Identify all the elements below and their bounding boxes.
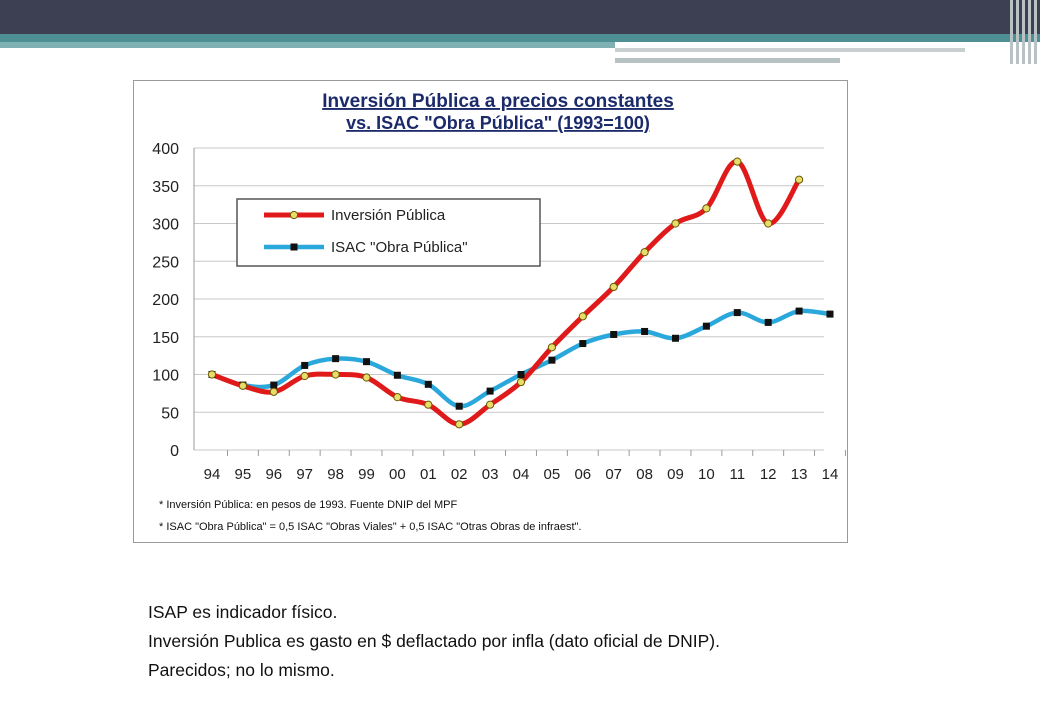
x-tick-label: 06 [574, 466, 591, 483]
isac-point [579, 340, 587, 348]
note-line-2: Inversión Publica es gasto en $ deflacta… [148, 631, 720, 651]
chart-footnote-1: * Inversión Pública: en pesos de 1993. F… [159, 499, 457, 511]
chart-title: Inversión Pública a precios constantes [322, 91, 674, 112]
isac-point [393, 371, 401, 379]
y-tick-label: 100 [152, 368, 179, 385]
isac-point [672, 334, 679, 342]
x-tick-label: 02 [451, 466, 468, 483]
isac-point [764, 318, 772, 326]
isac-point [270, 381, 278, 389]
x-tick-label: 96 [265, 466, 282, 483]
isac-point [733, 309, 741, 317]
inversion-point [702, 204, 711, 213]
x-tick-label: 08 [636, 466, 653, 483]
note-line-3: Parecidos; no lo mismo. [148, 660, 335, 680]
x-tick-label: 00 [389, 466, 406, 483]
inversion-point [671, 219, 680, 228]
x-tick-label: 12 [760, 466, 777, 483]
inversion-point [733, 157, 742, 166]
x-tick-label: 03 [482, 466, 499, 483]
x-tick-label: 99 [358, 466, 375, 483]
slide-accent-band-light [0, 42, 615, 48]
y-tick-label: 200 [152, 292, 179, 309]
slide-header-bar [0, 0, 1040, 34]
isac-point [702, 322, 710, 330]
inversion-point [486, 400, 495, 409]
isac-point [332, 355, 340, 363]
inversion-point [269, 387, 278, 396]
isac-point [517, 371, 525, 378]
y-tick-label: 400 [152, 141, 179, 158]
chart-image: 0 50 100 150 200 250 300 350 400 94 95 96 97 98 99 00 01… [133, 80, 848, 543]
y-tick-label: 300 [152, 217, 179, 234]
isac-point [486, 387, 494, 395]
legend-label: ISAC "Obra Pública" [331, 239, 468, 256]
inversion-point [238, 381, 248, 390]
x-tick-label: 10 [698, 466, 715, 483]
slide-accent-band [0, 34, 1040, 42]
inversion-point [795, 175, 804, 184]
y-tick-label: 50 [161, 405, 179, 422]
x-tick-label: 97 [296, 466, 313, 483]
isac-point [363, 358, 370, 366]
inversion-point [547, 343, 556, 352]
isac-point [301, 361, 309, 369]
y-tick-label: 350 [152, 179, 179, 196]
x-tick-label: 04 [513, 466, 530, 483]
legend-marker [290, 243, 298, 251]
x-tick-label: 13 [791, 466, 808, 483]
y-tick-label: 0 [170, 443, 179, 460]
isac-point [424, 380, 432, 388]
inversion-point [424, 400, 433, 409]
inversion-point [300, 371, 309, 381]
chart-footnote-2: * ISAC "Obra Pública" = 0,5 ISAC "Obras … [159, 521, 581, 533]
x-tick-label: 05 [544, 466, 561, 483]
slide-ribbon-line-lower [615, 58, 840, 63]
slide-corner-stripes [1006, 0, 1040, 64]
legend-label: Inversión Pública [331, 207, 446, 224]
x-tick-label: 07 [605, 466, 622, 483]
inversion-point [516, 377, 526, 387]
y-tick-label: 250 [152, 254, 179, 271]
x-tick-label: 01 [420, 466, 437, 483]
inversion-point [578, 312, 587, 321]
isac-point [548, 356, 556, 364]
inversion-point [455, 420, 464, 429]
inversion-point [609, 282, 618, 292]
note-line-1: ISAP es indicador físico. [148, 602, 338, 622]
isac-point [795, 307, 803, 315]
slide-notes: ISAP es indicador físico. Inversión Publ… [148, 598, 1008, 685]
isac-point [610, 330, 618, 338]
slide-ribbon-line [615, 48, 965, 52]
inversion-point [764, 219, 773, 228]
inversion-point [331, 370, 340, 379]
x-tick-label: 95 [235, 466, 252, 483]
inversion-point [640, 248, 649, 257]
x-tick-label: 11 [730, 466, 746, 483]
x-tick-label: 09 [667, 466, 684, 483]
isac-point [455, 402, 463, 410]
chart-subtitle: vs. ISAC "Obra Pública" (1993=100) [346, 113, 650, 133]
series-line-1 [209, 308, 833, 409]
isac-point [826, 310, 834, 318]
x-tick-label: 98 [327, 466, 344, 483]
x-tick-label: 94 [204, 466, 221, 483]
inversion-point [362, 373, 371, 382]
inversion-point [393, 393, 402, 402]
x-tick-label: 14 [822, 466, 839, 483]
inversion-point [207, 370, 217, 379]
y-tick-label: 150 [152, 330, 179, 347]
legend-marker [289, 210, 299, 220]
isac-point [641, 327, 649, 335]
legend-box [236, 198, 541, 267]
